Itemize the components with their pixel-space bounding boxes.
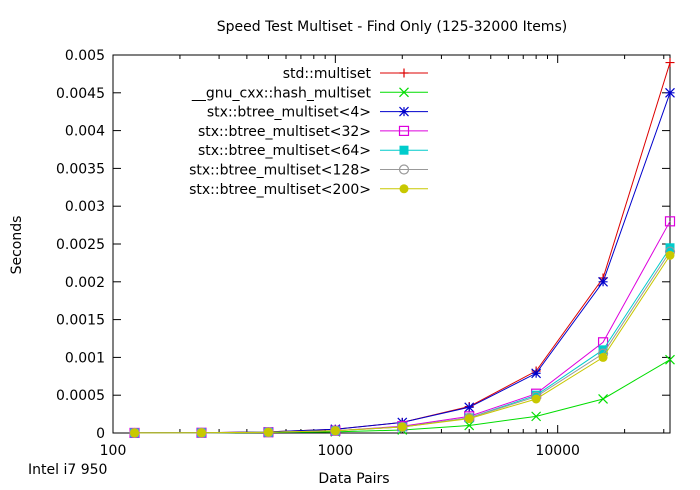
data-point [598,345,608,355]
chart-title: Speed Test Multiset - Find Only (125-320… [217,19,567,35]
data-point [598,394,608,404]
series-4 [130,243,675,438]
y-axis-label: Seconds [9,216,25,275]
data-point [398,164,410,175]
data-point [531,411,542,422]
y-tick-label: 0.003 [65,199,105,215]
x-axis-label: Data Pairs [318,471,389,487]
data-point [399,68,409,78]
data-point [665,58,675,68]
series-3 [129,216,676,439]
legend-label: stx::btree_multiset<200> [189,182,371,198]
data-point [464,420,475,431]
y-tick-label: 0.0025 [56,237,105,253]
data-point [598,276,608,287]
series-line [134,255,671,434]
y-tick-label: 0.005 [65,48,105,64]
legend: std::multiset__gnu_cxx::hash_multisetstx… [189,66,428,198]
legend-label: std::multiset [283,66,372,82]
legend-label: stx::btree_multiset<128> [189,163,371,179]
data-point [598,352,608,362]
data-point [263,427,273,437]
legend-label: __gnu_cxx::hash_multiset [191,85,372,101]
data-point [665,243,675,253]
data-point [399,87,409,98]
data-point [196,428,206,438]
data-point [130,428,140,438]
series-2 [129,87,675,438]
data-point [399,145,409,155]
x-tick-label: 10000 [535,443,580,459]
legend-label: stx::btree_multiset<64> [198,143,371,159]
y-tick-label: 0.004 [65,124,105,140]
series-5 [129,246,676,439]
legend-label: stx::btree_multiset<4> [207,105,371,121]
data-point [399,184,409,194]
data-point [664,216,676,227]
data-point [531,394,541,404]
data-point [665,354,675,365]
series-layer [129,58,676,439]
y-tick-label: 0.0035 [56,161,105,177]
y-tick-label: 0.002 [65,275,105,291]
y-tick-label: 0.001 [65,350,105,366]
data-point [531,368,542,379]
data-point [399,106,409,117]
x-tick-label: 1000 [318,443,354,459]
y-tick-label: 0.0015 [56,313,105,329]
x-tick-label: 100 [100,443,127,459]
y-tick-label: 0.0045 [56,86,105,102]
data-point [665,250,675,260]
y-tick-label: 0.0005 [56,388,105,404]
y-tick-label: 0 [96,426,105,442]
series-line [134,221,671,434]
data-point [464,402,475,413]
data-point [397,422,407,432]
footnote-label: Intel i7 950 [28,462,107,478]
series-line [134,247,671,434]
data-point [330,426,340,436]
series-6 [130,250,675,438]
data-point [464,414,474,424]
data-point [665,87,675,98]
series-line [134,251,671,434]
legend-label: stx::btree_multiset<32> [198,124,371,140]
data-point [398,125,410,137]
axis-ticks: 0 0.0005 0.001 0.0015 0.002 0.0025 0.003 0.0035… [56,48,670,459]
